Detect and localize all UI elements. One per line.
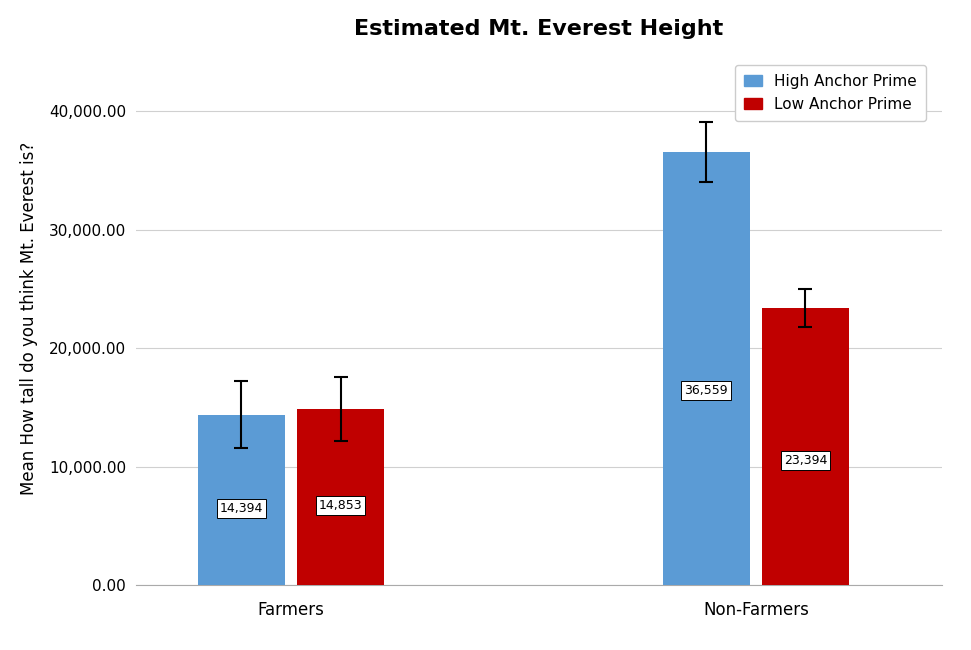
Legend: High Anchor Prime, Low Anchor Prime: High Anchor Prime, Low Anchor Prime [734,65,926,121]
Y-axis label: Mean How tall do you think Mt. Everest is?: Mean How tall do you think Mt. Everest i… [19,142,38,495]
Text: 14,394: 14,394 [219,502,263,515]
Title: Estimated Mt. Everest Height: Estimated Mt. Everest Height [354,20,723,40]
Text: 36,559: 36,559 [685,384,728,396]
Text: 14,853: 14,853 [318,499,362,512]
Bar [762,308,849,585]
Bar [297,409,384,585]
Bar [198,415,285,585]
Bar [663,152,750,585]
Text: 23,394: 23,394 [784,454,827,467]
